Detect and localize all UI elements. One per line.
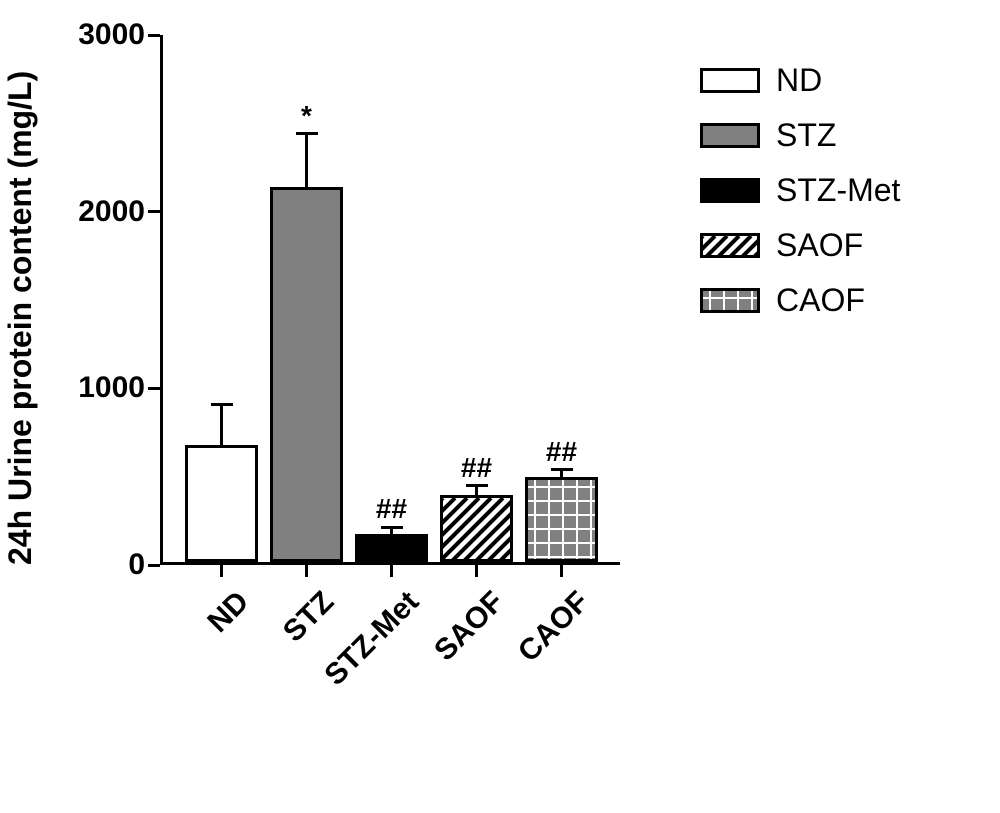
bar-saof <box>440 495 513 562</box>
ytick-label: 2000 <box>78 195 163 229</box>
legend-item: SAOF <box>700 227 900 264</box>
legend-label: CAOF <box>776 282 865 319</box>
legend-label: STZ <box>776 117 836 154</box>
significance-label: ## <box>461 452 492 484</box>
bar-chart-figure: 24h Urine protein content (mg/L) 0100020… <box>0 0 1000 813</box>
ytick-label: 3000 <box>78 18 163 52</box>
xtick <box>560 565 563 577</box>
error-cap <box>466 484 488 487</box>
legend-swatch <box>700 233 760 258</box>
significance-label: ## <box>376 493 407 525</box>
bar-stz <box>270 187 343 562</box>
legend-label: SAOF <box>776 227 863 264</box>
y-axis-label: 24h Urine protein content (mg/L) <box>2 71 39 565</box>
legend-label: ND <box>776 62 822 99</box>
ytick-label: 1000 <box>78 371 163 405</box>
legend-swatch <box>700 288 760 313</box>
error-bar <box>560 470 563 481</box>
error-cap <box>551 468 573 471</box>
error-bar <box>305 134 308 191</box>
error-cap <box>296 132 318 135</box>
xtick <box>305 565 308 577</box>
legend: ND STZ STZ-Met SAOF CAOF <box>700 62 900 337</box>
bar-stz-met <box>355 534 428 562</box>
legend-item: ND <box>700 62 900 99</box>
legend-swatch <box>700 178 760 203</box>
legend-item: STZ-Met <box>700 172 900 209</box>
significance-label: ## <box>546 436 577 468</box>
legend-swatch <box>700 68 760 93</box>
xtick <box>390 565 393 577</box>
significance-label: * <box>301 100 312 132</box>
error-bar <box>475 486 478 498</box>
plot-area: 0100020003000ND*STZ##STZ-Met##SAOF##CAOF <box>160 35 620 565</box>
legend-label: STZ-Met <box>776 172 900 209</box>
bar-nd <box>185 445 258 562</box>
legend-item: STZ <box>700 117 900 154</box>
error-cap <box>381 526 403 529</box>
bar-caof <box>525 477 598 562</box>
xtick <box>475 565 478 577</box>
error-cap <box>211 403 233 406</box>
ytick-label: 0 <box>128 548 163 582</box>
error-bar <box>220 404 223 448</box>
xtick <box>220 565 223 577</box>
bar-pattern <box>443 498 510 559</box>
legend-swatch <box>700 123 760 148</box>
legend-item: CAOF <box>700 282 900 319</box>
bar-pattern <box>528 480 595 559</box>
